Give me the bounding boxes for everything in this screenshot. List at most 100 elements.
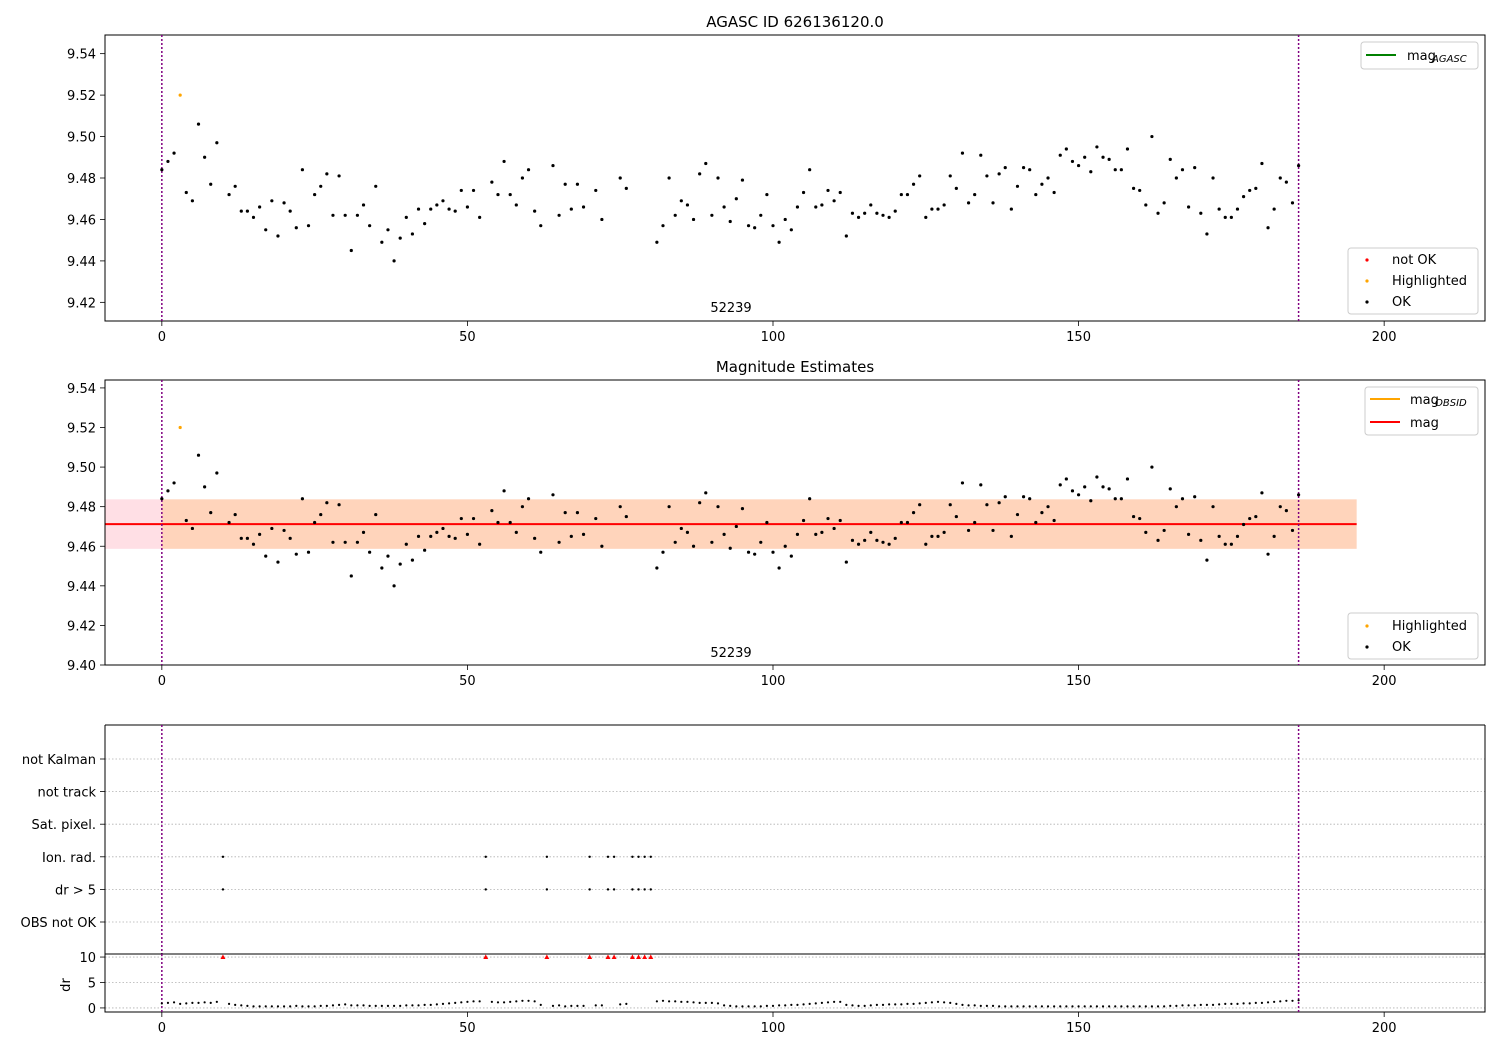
flag-label-3: Ion. rad. bbox=[42, 851, 96, 866]
panel2-point bbox=[1070, 489, 1075, 493]
flag-point bbox=[588, 855, 591, 858]
panel2-point bbox=[245, 536, 250, 540]
panel1-point bbox=[1009, 207, 1013, 211]
panel2-point bbox=[930, 534, 934, 538]
panel2-point bbox=[459, 516, 463, 521]
dr-point bbox=[741, 1005, 744, 1008]
dr-point bbox=[1230, 1002, 1233, 1005]
panel1-point bbox=[838, 190, 842, 195]
dr-point bbox=[991, 1004, 995, 1007]
panel1-point bbox=[655, 240, 659, 244]
panel2-point bbox=[227, 520, 231, 525]
panel1-point bbox=[1107, 157, 1111, 161]
dr-point bbox=[625, 1002, 628, 1005]
panel2-point bbox=[233, 512, 237, 517]
panel1-point bbox=[557, 213, 561, 217]
panel1-xtick-label-50: 50 bbox=[459, 330, 476, 345]
panel2-point bbox=[783, 544, 787, 548]
panel1-point bbox=[905, 192, 910, 197]
panel2-point bbox=[1144, 530, 1148, 534]
dr-point bbox=[295, 1004, 298, 1007]
panel2-point bbox=[808, 497, 812, 501]
dr-point bbox=[1028, 1005, 1031, 1008]
legend-agasc-label: mag bbox=[1407, 49, 1436, 64]
panel2-point bbox=[887, 542, 891, 546]
panel2-point bbox=[1223, 542, 1227, 546]
dr-point bbox=[1010, 1005, 1013, 1008]
annotation-52239-top: 52239 bbox=[710, 301, 751, 316]
panel2-point bbox=[746, 550, 751, 554]
panel2-point bbox=[728, 546, 732, 550]
panel2-point bbox=[581, 532, 586, 536]
panel1-point bbox=[392, 259, 396, 263]
dr-point bbox=[1095, 1005, 1099, 1008]
dr-point bbox=[527, 999, 530, 1002]
panel1-ytick-label-9.52: 9.52 bbox=[67, 89, 96, 104]
panel1-point bbox=[1278, 176, 1282, 180]
dr-clipped-marker bbox=[220, 954, 226, 960]
panel1-point bbox=[435, 203, 439, 207]
panel-agasc: 0 50 100 150 200 9.42 9.44 9.46 9.48 9.50 9.52 9.54 bbox=[67, 34, 1486, 345]
panel4-xtick-label-0: 0 bbox=[158, 1021, 166, 1036]
panel1-point bbox=[1028, 168, 1032, 172]
dr-point bbox=[716, 1002, 720, 1005]
panel2-point bbox=[789, 554, 793, 558]
dr-point bbox=[930, 1001, 933, 1004]
dr-point bbox=[1291, 999, 1294, 1002]
dr-point bbox=[998, 1005, 1001, 1008]
flag-point bbox=[643, 888, 646, 891]
panel2-point bbox=[1083, 485, 1087, 489]
panel2-point bbox=[814, 532, 818, 536]
panel2-point bbox=[349, 574, 353, 578]
panel2-point bbox=[471, 516, 476, 521]
panel2-point bbox=[942, 530, 946, 534]
flag-label-0: not Kalman bbox=[22, 753, 96, 768]
panel2-point bbox=[520, 505, 525, 509]
panel1-point bbox=[203, 155, 207, 159]
dr-point bbox=[881, 1003, 885, 1006]
annotation-52239-mid: 52239 bbox=[710, 646, 751, 661]
dr-point bbox=[845, 1003, 848, 1006]
panel1-point bbox=[459, 188, 463, 193]
panel2-point bbox=[893, 536, 897, 540]
panel2-point bbox=[264, 554, 268, 558]
panel2-point bbox=[1101, 485, 1105, 489]
panel1-point bbox=[233, 184, 237, 188]
flag-point bbox=[606, 855, 610, 858]
panel2-point bbox=[1015, 512, 1020, 517]
dr-point bbox=[1285, 999, 1288, 1002]
panel1-point bbox=[1089, 170, 1093, 174]
dr-point bbox=[1163, 1005, 1166, 1008]
panel1-point bbox=[948, 174, 952, 178]
dr-point bbox=[582, 1004, 585, 1007]
panel1-point bbox=[1076, 163, 1081, 168]
dr-point bbox=[1022, 1005, 1025, 1008]
panel2-point bbox=[239, 536, 243, 540]
dr-point bbox=[337, 1003, 341, 1006]
panel2-point bbox=[410, 558, 415, 562]
panel2-point bbox=[496, 520, 500, 525]
dr-point bbox=[380, 1004, 383, 1007]
panel2-point bbox=[514, 530, 518, 534]
panel2-point bbox=[698, 501, 702, 505]
panel1-point bbox=[698, 172, 702, 176]
panel2-point bbox=[1241, 522, 1246, 527]
flag-point bbox=[545, 888, 549, 891]
panel1-point bbox=[172, 151, 176, 155]
panel2-point bbox=[184, 518, 188, 523]
panel1-point bbox=[1229, 215, 1233, 219]
dr-point bbox=[735, 1005, 738, 1008]
panel1-point bbox=[276, 234, 280, 238]
panel2-point bbox=[1131, 514, 1136, 519]
panel1-point bbox=[911, 182, 916, 186]
panel1-point bbox=[1217, 207, 1221, 211]
dr-point bbox=[1034, 1005, 1037, 1008]
panel1-point bbox=[844, 234, 848, 238]
flag-point bbox=[631, 855, 634, 858]
dr-point bbox=[1242, 1002, 1245, 1005]
panel1-point bbox=[423, 221, 427, 226]
panel1-point bbox=[1266, 226, 1270, 230]
dr-point bbox=[759, 1005, 762, 1008]
panel1-point bbox=[166, 159, 170, 164]
